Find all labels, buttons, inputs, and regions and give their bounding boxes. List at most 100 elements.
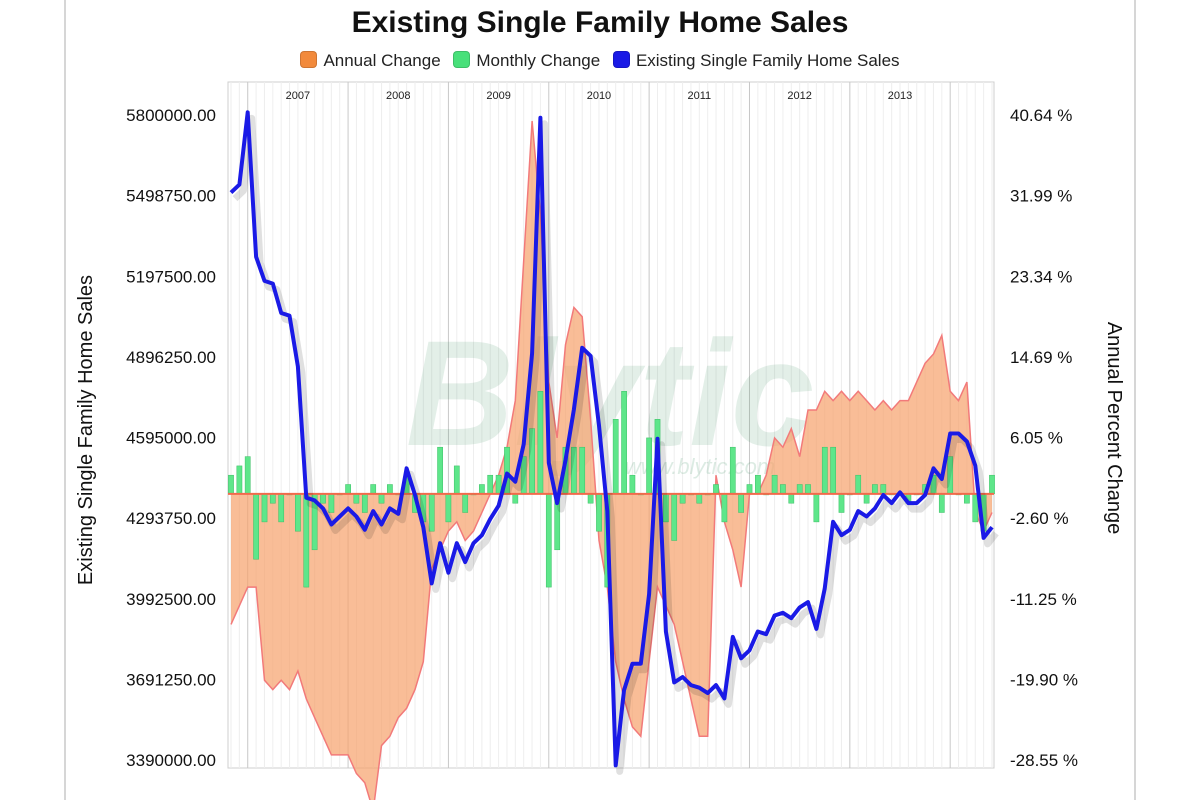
watermark-logo: Blytic	[406, 309, 814, 477]
y-left-tick-label: 4293750.00	[126, 509, 216, 528]
year-label-2011: 2011	[687, 90, 711, 102]
monthly-change-bar	[964, 493, 970, 504]
monthly-change-bar	[387, 484, 393, 495]
monthly-change-bar	[253, 493, 259, 560]
monthly-change-bar	[345, 484, 351, 495]
monthly-change-bar	[320, 493, 326, 504]
monthly-change-bar	[228, 474, 234, 495]
monthly-change-bar	[813, 493, 820, 523]
legend-swatch-annual-change	[300, 50, 318, 68]
y-right-tick-label: -19.90 %	[1010, 670, 1078, 689]
y-left-tick-label: 4595000.00	[126, 429, 216, 448]
monthly-change-bar	[855, 474, 862, 495]
monthly-change-bar	[872, 484, 878, 495]
monthly-change-bar	[261, 493, 268, 523]
legend-label-monthly-change: Monthly Change	[476, 50, 601, 70]
monthly-change-bar	[830, 446, 836, 495]
legend-label-home-sales: Existing Single Family Home Sales	[635, 50, 900, 70]
monthly-change-bar	[780, 484, 786, 495]
y-right-tick-label: 6.05 %	[1010, 429, 1063, 448]
monthly-change-bar	[479, 484, 485, 495]
monthly-change-bar	[537, 391, 544, 495]
y-axis-left: 5800000.00 5498750.00 5197500.00 4896250.00…	[126, 106, 216, 770]
monthly-change-bar	[244, 456, 251, 495]
monthly-change-bar	[738, 493, 744, 513]
monthly-change-bar	[696, 493, 703, 504]
monthly-change-bar	[721, 493, 728, 523]
year-label-2010: 2010	[587, 90, 611, 102]
monthly-change-bar	[646, 437, 652, 495]
monthly-change-bar	[462, 493, 469, 513]
monthly-change-bar	[579, 446, 586, 495]
monthly-change-bar	[746, 484, 753, 495]
year-labels: 2007 2008 2009 2010 2011 2012 2013	[286, 90, 913, 102]
monthly-change-bar	[295, 493, 301, 532]
home-sales-series	[229, 110, 999, 775]
year-label-2009: 2009	[486, 90, 510, 102]
monthly-change-bar	[353, 493, 360, 504]
year-label-2008: 2008	[386, 90, 410, 102]
chart-frame	[64, 0, 1136, 800]
monthly-change-bar	[671, 493, 678, 541]
legend-swatch-monthly-change	[453, 50, 471, 68]
y-left-tick-label: 5197500.00	[126, 267, 216, 286]
annual-change-area	[231, 121, 992, 800]
monthly-change-bar	[796, 484, 803, 495]
y-axis-left-title: Existing Single Family Home Sales	[75, 275, 97, 585]
monthly-change-bar	[621, 391, 627, 495]
monthly-change-bar	[278, 493, 285, 523]
home-sales-line	[229, 110, 994, 768]
monthly-change-bar	[821, 446, 828, 495]
monthly-change-bar	[236, 465, 243, 495]
monthly-change-bar	[863, 493, 870, 504]
monthly-change-bar	[437, 446, 443, 495]
y-axis-right: 40.64 % 31.99 % 23.34 % 14.69 % 6.05 % -2.60 …	[1010, 106, 1078, 770]
year-label-2012: 2012	[787, 90, 811, 102]
monthly-change-bar	[445, 493, 452, 523]
monthly-change-bar	[838, 493, 845, 513]
legend-item-home-sales[interactable]: Existing Single Family Home Sales	[612, 50, 900, 71]
legend-item-monthly-change[interactable]: Monthly Change	[453, 50, 601, 71]
legend: Annual Change Monthly Change Existing Si…	[0, 50, 1200, 71]
monthly-change-bar	[453, 465, 460, 495]
monthly-change-bar	[938, 493, 945, 513]
y-axis-right-title: Annual Percent Change	[1103, 322, 1125, 534]
y-right-tick-label: -11.25 %	[1010, 590, 1077, 609]
monthly-change-bar	[512, 493, 519, 504]
y-left-tick-label: 3691250.00	[126, 670, 216, 689]
y-right-tick-label: 31.99 %	[1010, 187, 1072, 206]
monthly-change-bar	[629, 474, 636, 495]
monthly-change-bar	[989, 474, 995, 495]
y-left-tick-label: 5800000.00	[126, 106, 216, 125]
legend-label-annual-change: Annual Change	[323, 50, 441, 70]
monthly-change-bar	[596, 493, 602, 532]
monthly-change-bar	[545, 493, 552, 588]
y-right-tick-label: -28.55 %	[1010, 751, 1078, 770]
monthly-change-bar	[587, 493, 594, 504]
legend-swatch-home-sales	[612, 50, 630, 68]
monthly-change-bar	[612, 419, 619, 495]
y-left-tick-label: 3390000.00	[126, 751, 216, 770]
y-left-tick-label: 5498750.00	[126, 187, 216, 206]
monthly-change-bar	[880, 484, 887, 495]
legend-item-annual-change[interactable]: Annual Change	[300, 50, 441, 71]
y-right-tick-label: 23.34 %	[1010, 267, 1072, 286]
monthly-change-bar	[328, 493, 335, 513]
monthly-change-bar	[269, 493, 276, 504]
chart-title: Existing Single Family Home Sales	[351, 6, 849, 39]
monthly-change-bar	[679, 493, 686, 504]
monthly-change-bar	[487, 474, 494, 495]
monthly-change-bar	[378, 493, 385, 504]
y-left-tick-label: 3992500.00	[126, 590, 216, 609]
year-label-2007: 2007	[286, 90, 310, 102]
monthly-change-bar	[303, 493, 310, 588]
watermark: Blytic www.blytic.com	[406, 309, 814, 479]
monthly-change-bar	[771, 474, 778, 495]
monthly-change-bar	[755, 474, 761, 495]
monthly-change-bar	[361, 493, 368, 513]
y-right-tick-label: 14.69 %	[1010, 348, 1072, 367]
monthly-change-bar	[713, 484, 719, 495]
monthly-change-bar	[805, 484, 811, 495]
monthly-change-bar	[428, 493, 435, 532]
